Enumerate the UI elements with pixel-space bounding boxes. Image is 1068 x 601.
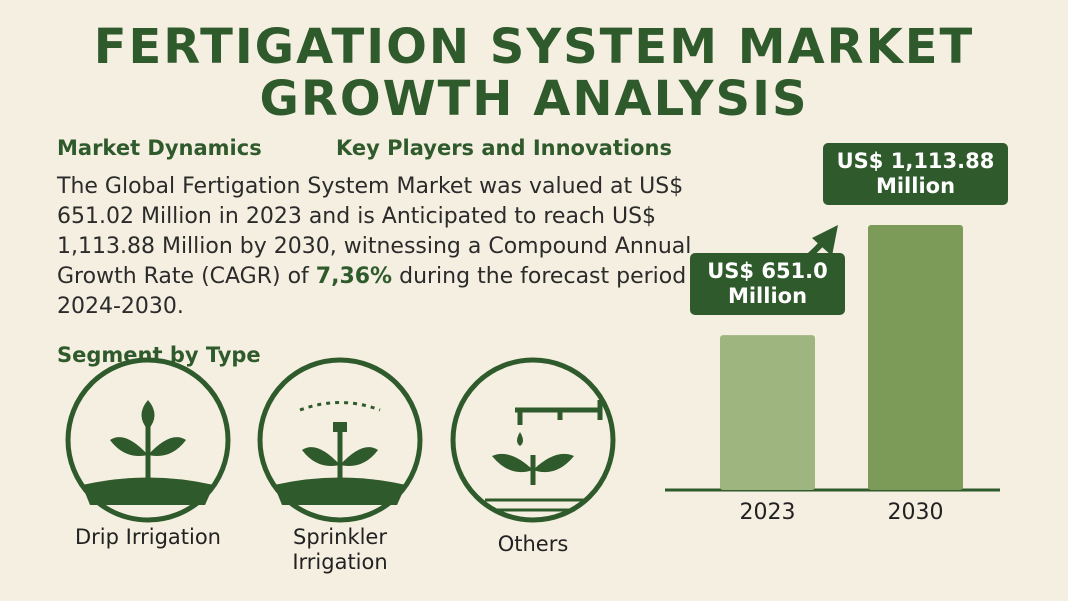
highlight: 7,36% [315,264,393,289]
title-line: FERTIGATION SYSTEM MARKET [93,19,975,75]
title-line: GROWTH ANALYSIS [259,71,809,127]
text: during the forecast period of 2024-2030. [57,264,715,319]
segment-label: Sprinkler Irrigation [292,525,388,574]
segment-label: Drip Irrigation [75,525,221,549]
value-label: US$ 1,113.88 Million [823,143,1008,205]
value-label: US$ 651.0 Million [690,253,845,316]
drip-icon [65,357,231,523]
paragraph: The Global Fertigation System Market was… [57,172,737,322]
sprinkler-icon [257,357,423,523]
bar [720,335,815,490]
icons [65,357,616,523]
others-icon [450,357,616,523]
segment-label: Others [497,532,569,556]
section-title: Segment by Type [57,343,261,367]
x-tick-label: 2030 [887,500,944,525]
icon-fills [82,400,574,505]
text: The Global Fertigation System Market was… [57,174,692,289]
tab[interactable]: Market Dynamics [57,136,262,160]
bar [868,225,963,490]
x-tick-label: 2023 [739,500,796,525]
arrow-head [812,225,838,256]
tab[interactable]: Key Players and Innovations [336,136,672,160]
